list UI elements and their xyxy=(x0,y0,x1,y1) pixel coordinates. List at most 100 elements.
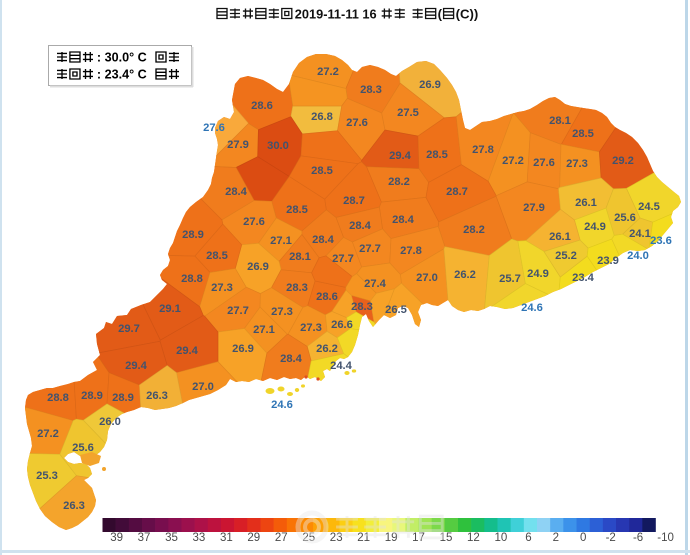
svg-text:27.6: 27.6 xyxy=(203,122,225,134)
svg-text:26.0: 26.0 xyxy=(99,416,121,428)
svg-text:26.5: 26.5 xyxy=(385,304,407,316)
svg-text:29.4: 29.4 xyxy=(389,150,412,162)
svg-text:(C)): (C)) xyxy=(456,7,479,22)
svg-text:27.2: 27.2 xyxy=(37,428,59,440)
svg-text:28.5: 28.5 xyxy=(206,250,228,262)
svg-text:28.8: 28.8 xyxy=(47,392,69,404)
svg-text:28.5: 28.5 xyxy=(311,165,333,177)
svg-text:10: 10 xyxy=(495,532,508,544)
svg-text:26.8: 26.8 xyxy=(311,111,333,123)
svg-text:33: 33 xyxy=(193,532,206,544)
svg-text:25.3: 25.3 xyxy=(36,470,58,482)
svg-text:28.9: 28.9 xyxy=(81,390,103,402)
svg-text:27.3: 27.3 xyxy=(211,282,233,294)
svg-text:28.7: 28.7 xyxy=(343,195,365,207)
svg-text:25.2: 25.2 xyxy=(555,250,577,262)
svg-text:27.3: 27.3 xyxy=(271,306,293,318)
svg-text:-2: -2 xyxy=(606,532,616,544)
svg-text:15: 15 xyxy=(440,532,453,544)
svg-text:27.4: 27.4 xyxy=(364,278,387,290)
svg-text:29.4: 29.4 xyxy=(176,345,199,357)
svg-text:27.6: 27.6 xyxy=(346,117,368,129)
svg-text:6: 6 xyxy=(525,532,531,544)
svg-text:23.6: 23.6 xyxy=(650,235,672,247)
svg-text:28.4: 28.4 xyxy=(392,214,415,226)
svg-text:25.7: 25.7 xyxy=(499,273,521,285)
svg-text:28.4: 28.4 xyxy=(225,186,248,198)
svg-text:28.3: 28.3 xyxy=(360,84,382,96)
svg-text:26.1: 26.1 xyxy=(575,197,597,209)
svg-text:28.8: 28.8 xyxy=(181,273,203,285)
svg-text:24.0: 24.0 xyxy=(627,250,649,262)
svg-text:39: 39 xyxy=(110,532,123,544)
svg-text:26.9: 26.9 xyxy=(232,343,254,355)
svg-text:29.1: 29.1 xyxy=(159,303,181,315)
svg-text:: 23.4° C: : 23.4° C xyxy=(97,68,147,82)
svg-text:28.6: 28.6 xyxy=(316,291,338,303)
svg-text:26.9: 26.9 xyxy=(247,261,269,273)
svg-text:27.7: 27.7 xyxy=(359,243,381,255)
svg-text:27.1: 27.1 xyxy=(270,235,292,247)
svg-text:24.6: 24.6 xyxy=(521,302,543,314)
svg-text:28.1: 28.1 xyxy=(549,115,571,127)
svg-text:24.9: 24.9 xyxy=(584,221,606,233)
svg-text:27.0: 27.0 xyxy=(416,272,438,284)
svg-text:-10: -10 xyxy=(657,532,674,544)
svg-text:26.2: 26.2 xyxy=(454,269,476,281)
svg-text:: 30.0° C: : 30.0° C xyxy=(97,51,147,65)
svg-text:27.6: 27.6 xyxy=(243,216,265,228)
svg-text:2: 2 xyxy=(553,532,559,544)
svg-text:2019-11-11 16: 2019-11-11 16 xyxy=(295,7,377,22)
svg-text:25: 25 xyxy=(302,532,315,544)
svg-text:31: 31 xyxy=(220,532,233,544)
svg-text:28.5: 28.5 xyxy=(286,204,308,216)
svg-text:27.8: 27.8 xyxy=(472,144,494,156)
svg-text:26.9: 26.9 xyxy=(419,79,441,91)
svg-text:27.1: 27.1 xyxy=(253,324,275,336)
svg-text:27.2: 27.2 xyxy=(502,155,524,167)
svg-text:25.6: 25.6 xyxy=(72,442,94,454)
svg-text:23.9: 23.9 xyxy=(597,255,619,267)
svg-text:27.0: 27.0 xyxy=(192,381,214,393)
svg-text:29: 29 xyxy=(247,532,260,544)
svg-text:30.0: 30.0 xyxy=(267,140,289,152)
svg-text:27.3: 27.3 xyxy=(300,322,322,334)
svg-text:28.4: 28.4 xyxy=(280,353,303,365)
svg-text:23: 23 xyxy=(330,532,343,544)
svg-text:26.3: 26.3 xyxy=(146,390,168,402)
svg-text:27.9: 27.9 xyxy=(227,139,249,151)
svg-text:27.7: 27.7 xyxy=(227,305,249,317)
svg-text:28.9: 28.9 xyxy=(112,392,134,404)
svg-text:23.4: 23.4 xyxy=(572,272,595,284)
svg-text:28.5: 28.5 xyxy=(426,149,448,161)
svg-text:29.2: 29.2 xyxy=(612,155,634,167)
svg-text:28.7: 28.7 xyxy=(446,186,468,198)
svg-text:24.5: 24.5 xyxy=(638,201,660,213)
svg-text:(: ( xyxy=(438,7,443,22)
svg-text:24.6: 24.6 xyxy=(271,399,293,411)
svg-text:27.3: 27.3 xyxy=(566,158,588,170)
svg-text:28.9: 28.9 xyxy=(182,229,204,241)
svg-text:25.6: 25.6 xyxy=(614,212,636,224)
svg-text:27.5: 27.5 xyxy=(397,107,419,119)
svg-text:19: 19 xyxy=(385,532,398,544)
svg-text:0: 0 xyxy=(580,532,586,544)
svg-text:27.7: 27.7 xyxy=(332,253,354,265)
svg-text:17: 17 xyxy=(412,532,425,544)
svg-text:37: 37 xyxy=(138,532,151,544)
svg-text:28.2: 28.2 xyxy=(388,176,410,188)
svg-text:27.8: 27.8 xyxy=(400,245,422,257)
svg-text:27.6: 27.6 xyxy=(533,157,555,169)
svg-text:21: 21 xyxy=(357,532,370,544)
svg-text:26.6: 26.6 xyxy=(331,319,353,331)
svg-text:12: 12 xyxy=(467,532,480,544)
svg-text:24.9: 24.9 xyxy=(527,268,549,280)
svg-text:-6: -6 xyxy=(633,532,643,544)
svg-text:28.6: 28.6 xyxy=(251,100,273,112)
svg-text:28.3: 28.3 xyxy=(286,282,308,294)
svg-text:27.2: 27.2 xyxy=(317,66,339,78)
svg-text:35: 35 xyxy=(165,532,178,544)
svg-text:26.3: 26.3 xyxy=(63,500,85,512)
svg-text:29.7: 29.7 xyxy=(118,323,140,335)
svg-text:26.1: 26.1 xyxy=(549,231,571,243)
